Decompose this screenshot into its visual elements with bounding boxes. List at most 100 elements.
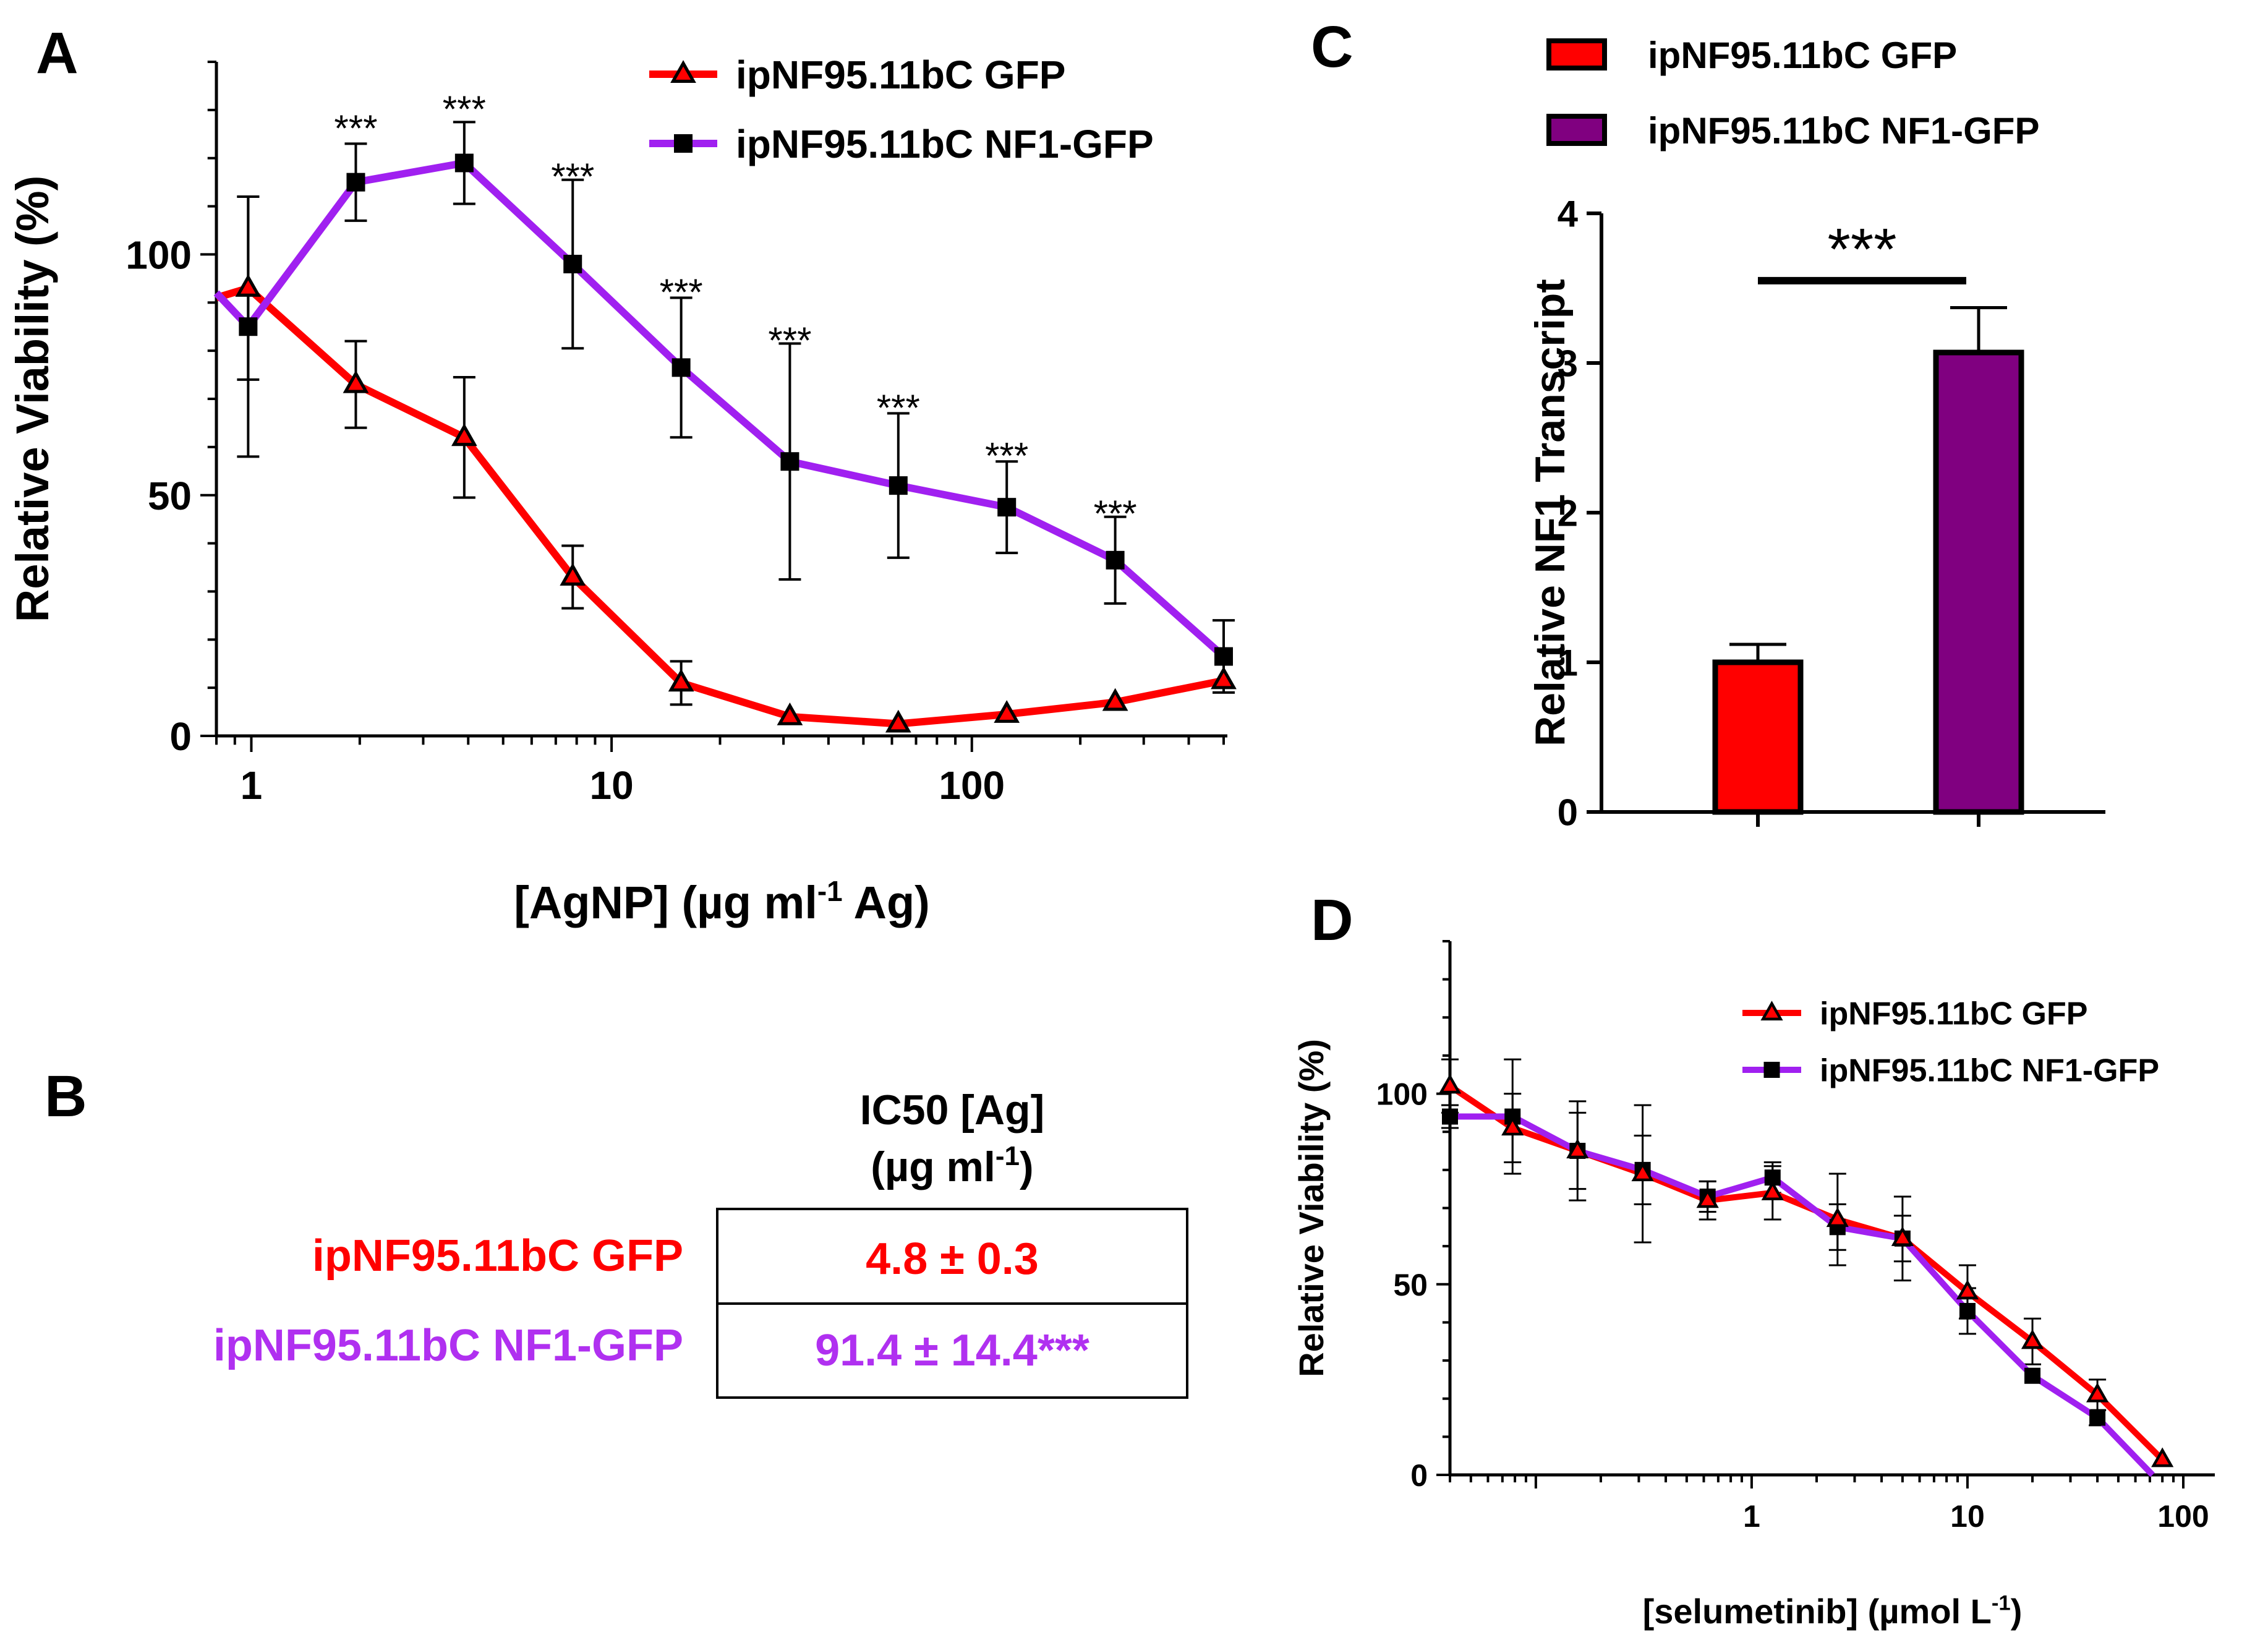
chart-d-viability-selumetinib: 0 50 100 1 10 100 [selumetinib] (µmol L-1) Rela… [1292, 940, 2215, 1631]
chart-a-significance-stars: *** [1094, 493, 1137, 534]
chart-d-data-point-gfp [1631, 1161, 1654, 1182]
chart-d-data-point-gfp [1891, 1226, 1914, 1246]
chart-a-significance-stars: *** [768, 320, 811, 361]
chart-d-x-axis-label-main: [selumetinib] (µmol L [1643, 1592, 1992, 1631]
chart-d-legend-label: ipNF95.11bC GFP [1820, 996, 2087, 1032]
chart-a-legend-label: ipNF95.11bC NF1-GFP [736, 122, 1154, 166]
chart-a-data-point-gfp [560, 563, 586, 586]
chart-a-data-point-gfp [343, 370, 369, 393]
chart-a-legend-marker [674, 134, 693, 153]
chart-d-data-point-gfp [1566, 1138, 1589, 1159]
chart-a-x-tick-label: 10 [590, 763, 634, 808]
ic50-table: IC50 [Ag] (µg ml-1) ipNF95.11bC GFP 4.8 … [213, 1087, 1188, 1399]
chart-c-y-tick-label: 0 [1558, 792, 1578, 834]
chart-d-data-point-nf1 [1442, 1108, 1458, 1125]
chart-a-significance-stars: *** [551, 156, 594, 197]
ic50-header-line1: IC50 [Ag] [860, 1087, 1044, 1134]
chart-a-significance-stars: *** [334, 108, 377, 149]
chart-a-x-tick-label: 1 [241, 763, 263, 808]
chart-d-data-point-gfp [2151, 1447, 2174, 1467]
chart-d-x-tick-label: 1 [1743, 1499, 1760, 1534]
chart-c-legend-label: ipNF95.11bC GFP [1648, 35, 1957, 76]
ic50-header-close: ) [1020, 1143, 1034, 1190]
chart-a-data-point-nf1 [1106, 550, 1125, 570]
chart-a-x-tick-label: 100 [939, 763, 1005, 808]
chart-c-y-tick-label: 4 [1558, 194, 1579, 235]
ic50-row-gfp-value: 4.8 ± 0.3 [866, 1234, 1039, 1284]
chart-c-legend-swatch [1546, 38, 1607, 70]
chart-d-x-axis-label: [selumetinib] (µmol L-1) [1643, 1592, 2023, 1631]
chart-d-legend-marker [1763, 1062, 1780, 1078]
chart-a-data-point-gfp [994, 700, 1020, 723]
chart-d-data-point-gfp [1438, 1074, 1462, 1094]
chart-a-data-point-nf1 [997, 498, 1017, 517]
chart-d-x-tick-label: 10 [1950, 1499, 1985, 1534]
panel-label-c: C [1311, 14, 1354, 80]
chart-a-data-point-nf1 [346, 173, 365, 192]
chart-d-data-point-nf1 [2024, 1367, 2041, 1384]
chart-a-data-point-gfp [1211, 666, 1237, 690]
chart-d-data-point-gfp [1501, 1116, 1524, 1136]
chart-a-data-point-gfp [777, 703, 803, 725]
chart-a-significance-stars: *** [443, 88, 486, 130]
chart-a-legend-label: ipNF95.11bC GFP [736, 53, 1065, 97]
chart-c-legend-label: ipNF95.11bC NF1-GFP [1648, 110, 2039, 152]
chart-d-x-axis-label-end: ) [2011, 1592, 2023, 1631]
chart-d-y-tick-label: 0 [1410, 1458, 1428, 1493]
ic50-header-sup: -1 [995, 1141, 1020, 1171]
chart-a-legend-marker [670, 60, 696, 83]
chart-d-data-point-gfp [1761, 1181, 1784, 1200]
ic50-header-unit: (µg ml [871, 1143, 995, 1190]
chart-d-data-point-nf1 [1959, 1302, 1976, 1319]
chart-a-data-point-nf1 [563, 255, 582, 273]
chart-c-bar-gfp [1712, 659, 1804, 815]
chart-d-x-tick-label: 100 [2157, 1499, 2209, 1534]
chart-c-y-axis-label: Relative NF1 Transcript [1527, 279, 1574, 746]
chart-a-data-point-nf1 [1214, 647, 1233, 666]
chart-a-data-point-nf1 [889, 476, 908, 495]
chart-a-y-tick-label: 100 [126, 233, 192, 277]
chart-c-bar-nf1 [1933, 349, 2024, 815]
chart-a-x-axis-label-sup: -1 [817, 875, 843, 907]
panel-label-a: A [36, 20, 79, 86]
chart-c-y-tick-label: 1 [1558, 643, 1578, 684]
ic50-header-line2: (µg ml-1) [871, 1141, 1033, 1190]
chart-a-data-point-nf1 [454, 153, 474, 173]
chart-a-data-point-gfp [451, 423, 477, 446]
chart-d-data-point-gfp [1696, 1188, 1719, 1208]
chart-a-data-point-nf1 [239, 317, 258, 336]
ic50-row-nf1-label: ipNF95.11bC NF1-GFP [213, 1321, 683, 1370]
chart-d-data-point-gfp [2086, 1382, 2109, 1403]
chart-c-nf1-transcript: 0 1 2 3 4 Relative NF1 Transcript *** ipNF95.11… [1527, 35, 2105, 834]
chart-c-y-tick-label: 2 [1558, 493, 1578, 534]
chart-d-legend-label: ipNF95.11bC NF1-GFP [1820, 1053, 2159, 1089]
ic50-row-nf1-value: 91.4 ± 14.4*** [815, 1326, 1089, 1375]
chart-d-data-point-gfp [1956, 1279, 1979, 1300]
chart-a-data-point-nf1 [671, 358, 691, 377]
chart-d-series-line-nf1 [1450, 1113, 2155, 1477]
chart-d-x-axis-label-sup: -1 [1992, 1592, 2011, 1615]
chart-a-data-point-gfp [668, 668, 694, 692]
chart-a-significance-stars: *** [660, 271, 703, 313]
chart-a-y-tick-label: 50 [148, 474, 192, 518]
chart-a-x-axis-label-main: [AgNP] (µg ml [514, 877, 817, 928]
chart-a-series-line-gfp [215, 284, 1225, 728]
chart-a-y-axis-label: Relative Viability (%) [7, 176, 58, 622]
chart-d-data-point-nf1 [2089, 1409, 2106, 1426]
chart-a-x-axis-label-end: Ag) [843, 877, 930, 928]
chart-c-y-tick-label: 3 [1558, 343, 1578, 385]
chart-c-legend-swatch [1546, 114, 1607, 146]
panel-label-b: B [45, 1064, 87, 1129]
chart-d-y-tick-label: 50 [1393, 1268, 1428, 1302]
chart-a-series-line-nf1 [213, 159, 1226, 660]
chart-d-data-point-gfp [1826, 1207, 1849, 1228]
chart-a-data-point-gfp [1102, 688, 1128, 711]
chart-a-data-point-gfp [885, 709, 911, 733]
chart-a-significance-stars: *** [985, 435, 1028, 477]
ic50-row-gfp-label: ipNF95.11bC GFP [312, 1231, 683, 1281]
chart-d-legend-marker [1760, 1001, 1783, 1021]
chart-d-y-axis-label: Relative Viability (%) [1292, 1039, 1331, 1377]
chart-d-y-tick-label: 100 [1376, 1077, 1428, 1112]
chart-a-y-tick-label: 0 [169, 714, 192, 759]
